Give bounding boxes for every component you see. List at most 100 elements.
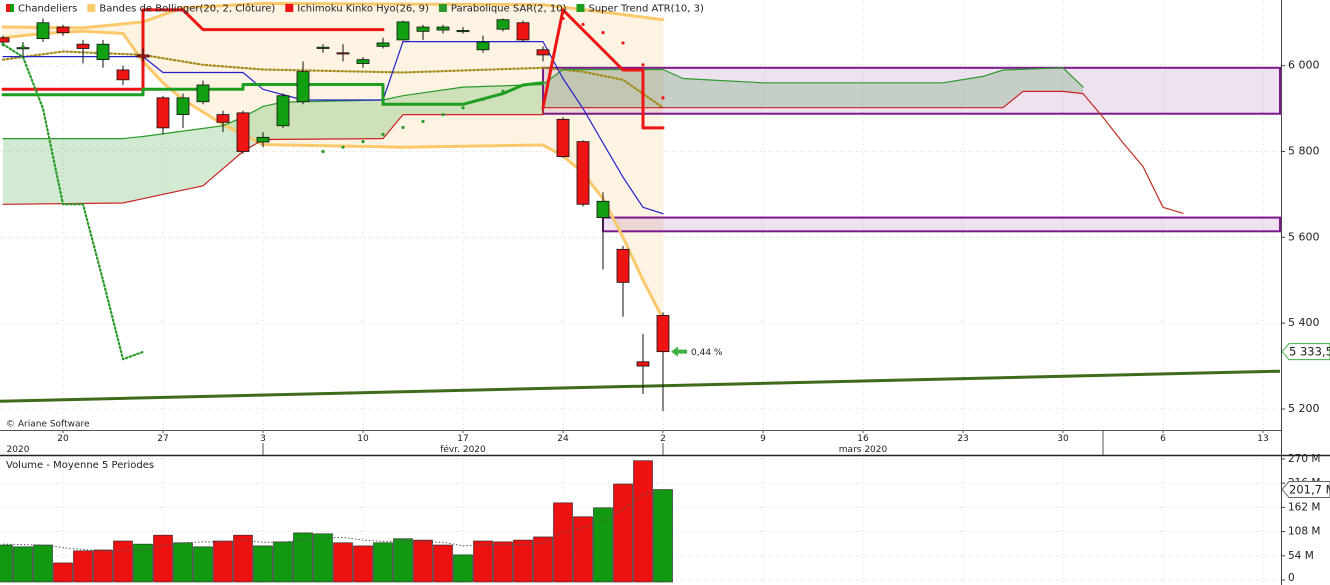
x-tick-label: 16 — [857, 434, 869, 444]
x-tick-label: 10 — [357, 434, 369, 444]
last-value-tag-box — [1281, 481, 1330, 499]
legend-label: Chandeliers — [18, 4, 77, 15]
date-strip — [0, 430, 1281, 456]
candle-body — [496, 19, 510, 30]
indicator-line — [1, 81, 545, 106]
y-tick-label: 5 400 — [1288, 316, 1320, 329]
volume-bar — [13, 546, 33, 583]
sar-dot — [361, 140, 365, 144]
candle-body — [296, 71, 310, 103]
y-tick-label: 270 M — [1288, 453, 1320, 465]
volume-bar — [0, 544, 13, 583]
y-tick-label: 5 200 — [1288, 402, 1320, 415]
candle-body — [256, 136, 270, 143]
candle-body — [276, 95, 290, 127]
volume-bar — [53, 562, 73, 583]
volume-bar — [273, 541, 293, 583]
legend-item: Parabolique SAR(2, 10) — [438, 4, 567, 15]
volume-bar — [633, 460, 653, 583]
candle-body — [556, 118, 570, 158]
candle-body — [196, 84, 210, 103]
month-label: mars 2020 — [839, 445, 888, 455]
candle-body — [356, 59, 370, 64]
annotation-label: 0,44 % — [691, 348, 723, 358]
volume-bar — [413, 539, 433, 583]
x-tick-label: 3 — [260, 434, 266, 444]
indicator-line — [1, 1, 665, 30]
y-tick-label: 6 000 — [1288, 59, 1320, 72]
sar-dot — [341, 145, 345, 149]
legend-swatch — [576, 4, 585, 12]
legend-swatch — [6, 4, 10, 12]
candle-body — [376, 42, 390, 47]
volume-bar — [393, 538, 413, 583]
x-tick-label: 17 — [457, 434, 468, 444]
candle-body — [336, 52, 350, 55]
indicator-line — [2, 90, 1084, 205]
last-value-tag: 5 333,52 — [1281, 343, 1330, 361]
annotation-arrow — [671, 346, 687, 357]
candle-body — [436, 26, 450, 31]
legend-label: Ichimoku Kinko Hyo(26, 9) — [297, 4, 429, 15]
candle-body — [96, 43, 110, 61]
volume-bar — [653, 489, 673, 583]
candle-body — [596, 200, 610, 218]
volume-bar — [493, 541, 513, 583]
sar-dot — [641, 63, 645, 67]
volume-bar — [573, 516, 593, 583]
zone — [542, 66, 1281, 115]
x-tick-label: 20 — [57, 434, 69, 444]
credit: © Ariane Software — [6, 420, 90, 430]
legend-item: Ichimoku Kinko Hyo(26, 9) — [285, 4, 429, 15]
legend-label: Parabolique SAR(2, 10) — [451, 4, 567, 15]
y-tick-label: 108 M — [1288, 526, 1320, 538]
indicator-line — [1082, 93, 1184, 214]
volume-bar — [293, 532, 313, 583]
x-tick-label: 9 — [760, 434, 766, 444]
candle-body — [156, 97, 170, 129]
volume-bar — [613, 483, 633, 583]
candle-body — [56, 26, 70, 34]
volume-bar — [253, 545, 273, 583]
legend-label: Bandes de Bollinger(20, 2, Clôture) — [99, 3, 275, 15]
sar-dot — [621, 41, 625, 45]
volume-bar — [173, 542, 193, 583]
volume-bar — [33, 544, 53, 583]
volume-bar — [213, 540, 233, 583]
month-label: 2020 — [7, 445, 30, 455]
candle-body — [456, 30, 470, 33]
trend-line — [0, 369, 1281, 403]
volume-bar — [193, 546, 213, 583]
volume-title: Volume - Moyenne 5 Periodes — [6, 460, 154, 471]
x-tick-label: 27 — [157, 434, 168, 444]
sar-dot — [501, 89, 505, 94]
last-value-label: 201,7 M — [1289, 483, 1330, 497]
volume-bar — [73, 550, 93, 583]
legend-item: Super Trend ATR(10, 3) — [576, 4, 704, 15]
sar-dot — [581, 22, 585, 27]
x-tick-label: 13 — [1257, 434, 1268, 444]
candle-body — [576, 141, 590, 205]
month-label: févr. 2020 — [440, 444, 486, 455]
last-value-tag-box — [1281, 343, 1330, 361]
volume-bar — [93, 549, 113, 583]
indicator-fill — [3, 67, 1083, 205]
y-tick-label: 162 M — [1288, 501, 1320, 513]
candle-body — [216, 114, 230, 123]
indicator-line — [1, 43, 145, 361]
legend-swatch — [10, 4, 14, 12]
sar-dot — [481, 97, 485, 102]
volume-bar — [553, 502, 573, 583]
volume-bar — [313, 533, 333, 583]
candle-body — [0, 37, 10, 43]
volume-bar — [373, 542, 393, 583]
candle-body — [116, 69, 130, 81]
legend-item: Bandes de Bollinger(20, 2, Clôture) — [87, 3, 275, 15]
candle-body — [656, 315, 670, 353]
sar-dot — [381, 132, 385, 136]
x-tick-label: 2 — [660, 434, 666, 444]
volume-bar — [153, 534, 173, 583]
